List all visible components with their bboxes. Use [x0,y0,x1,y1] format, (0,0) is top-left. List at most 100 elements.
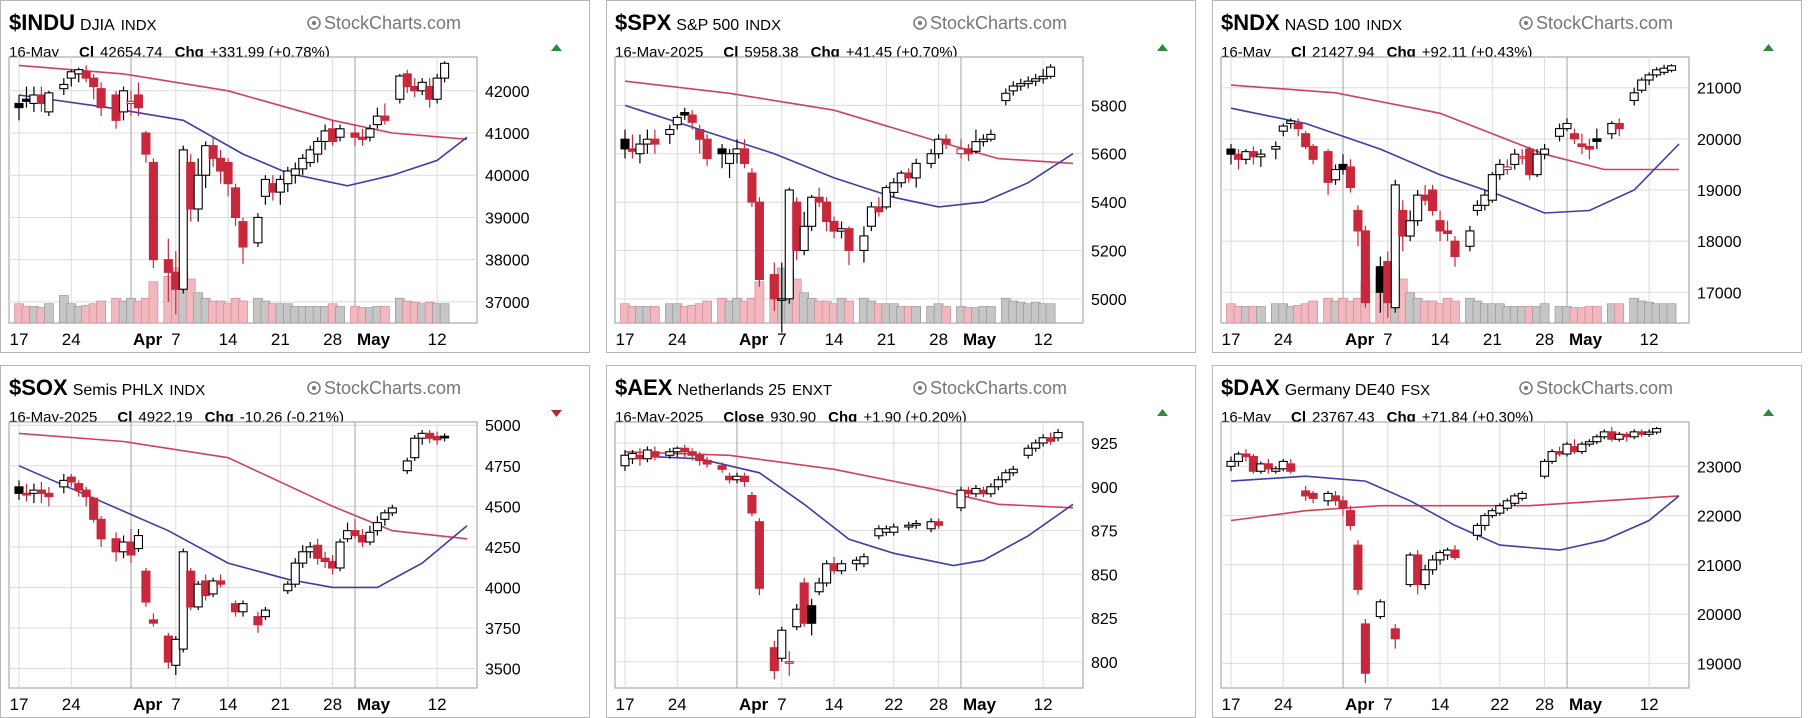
x-tick-label: 21 [877,330,896,349]
candle-body [14,102,24,109]
candle-body [881,528,891,533]
candle [1353,540,1363,595]
volume-bar [1539,303,1550,324]
x-tick-label: 28 [323,330,342,349]
watermark-logo-icon [307,381,321,395]
y-tick-label: 875 [1091,524,1118,541]
x-tick-label: 14 [219,330,238,349]
candle-body [1510,153,1520,165]
candle-body [1031,442,1041,449]
x-tick-label: May [1569,330,1603,349]
candle-body [148,619,158,624]
candle-body [1398,209,1408,237]
candle-body [904,524,914,528]
candle-body [1450,549,1460,559]
x-tick-label: 21 [271,695,290,714]
candle-body [1480,515,1490,526]
candle-body [702,459,712,465]
x-tick-label: 7 [171,695,180,714]
candle-body [81,71,91,79]
candle-body [822,563,832,584]
candle [44,90,54,117]
candle [290,162,300,184]
x-tick-label: Apr [739,330,769,349]
candle-body [792,608,802,628]
candle [260,606,270,620]
candle-body [163,635,173,663]
candle-body [732,475,742,481]
candle-body [963,489,974,495]
volume-bar [1666,303,1677,324]
change-up-arrow-icon [1157,44,1168,51]
candle-body [313,140,323,155]
chart-header: $SPX S&P 500 INDX [615,10,781,35]
candle [724,148,735,178]
candle-body [934,521,944,526]
candle-body [1450,240,1460,258]
candle [201,141,211,188]
candle-body [627,148,638,152]
candles [620,429,1063,680]
candle-body [926,153,936,164]
candle [313,137,323,163]
candle [1271,141,1281,160]
watermark-logo-dot-icon [918,386,922,390]
candle [1584,138,1594,160]
candle [380,509,390,526]
candle-body [747,494,757,514]
candle-body [1293,122,1303,130]
candle-body [1517,492,1527,499]
x-tick-label: 24 [668,330,687,349]
candle-body [1008,468,1018,474]
y-tick-label: 3500 [485,662,521,679]
candle [1480,513,1490,531]
candle-body [1465,230,1475,247]
candle [1584,439,1594,447]
candle [739,472,750,487]
x-tick-label: May [357,330,391,349]
candle-body [620,454,630,467]
candle [635,134,645,164]
candle-body [89,77,99,88]
candle [186,567,196,611]
watermark: StockCharts.com [913,378,1067,398]
candle-body [1405,220,1415,237]
candle [365,124,375,142]
candle-body [1278,125,1288,132]
candle [133,529,144,552]
candle-body [1323,151,1333,183]
candle-body [1584,441,1594,445]
candle [402,457,412,474]
candle [978,134,988,147]
moving-average-50-line [624,80,1074,165]
volume-bar [238,300,248,324]
candle [1562,118,1572,132]
candle [1256,149,1266,167]
x-tick-label: Apr [133,330,163,349]
chart-svg: $AEX Netherlands 25 ENXT StockCharts.com16-… [614,375,1168,714]
candle [829,216,839,239]
candle-body [268,183,278,193]
candle-body [133,534,144,550]
x-tick-label: 14 [219,695,238,714]
candle-body [238,221,248,248]
candle-body [1607,122,1617,135]
candles [620,64,1056,333]
candle-body [904,172,914,179]
candle [934,134,944,159]
candle [859,553,869,568]
candle-body [320,557,330,563]
candle [402,69,412,93]
x-tick-label: 7 [171,330,180,349]
volume-bar [44,303,54,324]
candle-body [1330,495,1341,502]
candle-body [1248,151,1258,158]
candle [14,480,24,500]
candle [89,73,99,100]
candle [650,446,660,461]
candle-body [665,128,675,135]
candle [36,482,46,504]
candle-body [934,138,944,155]
candle [1540,458,1550,479]
candle [1472,200,1482,216]
